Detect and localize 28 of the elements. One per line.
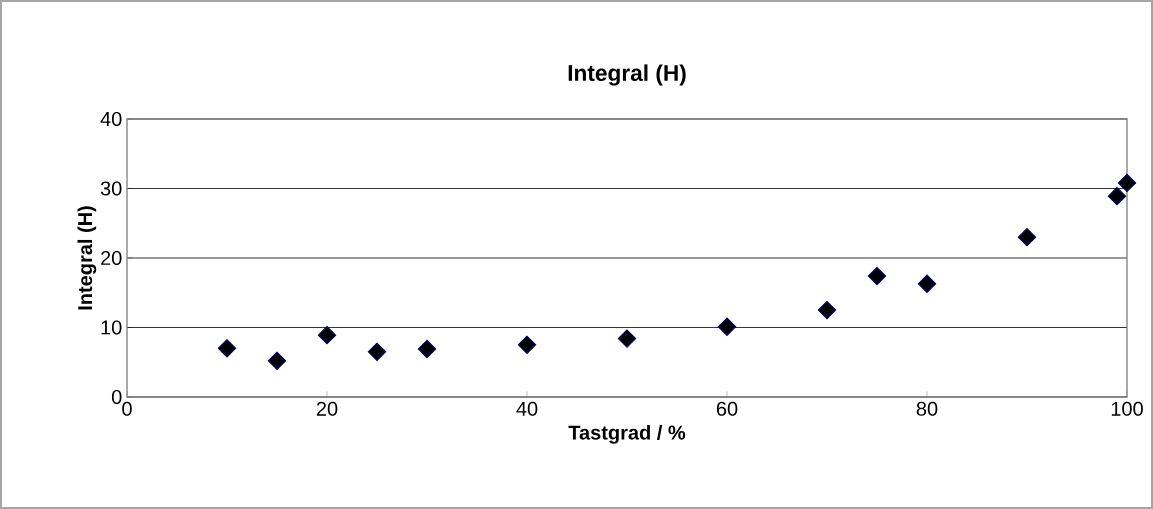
point bbox=[1107, 186, 1127, 206]
point bbox=[617, 329, 637, 348]
point bbox=[1117, 173, 1137, 193]
x-tick-label: 20 bbox=[316, 401, 338, 416]
x-tick-label: 0 bbox=[122, 401, 132, 416]
point bbox=[517, 335, 537, 355]
x-tick-label: 60 bbox=[716, 401, 738, 416]
y-tick-label: 0 bbox=[111, 389, 122, 405]
y-tick-label: 30 bbox=[100, 181, 122, 196]
chart-title: Integral (H) bbox=[568, 64, 686, 86]
point bbox=[417, 339, 437, 359]
x-axis-title: Tastgrad / % bbox=[568, 425, 686, 444]
y-axis-title: Integral (H) bbox=[77, 206, 97, 310]
point bbox=[717, 317, 737, 337]
point bbox=[917, 274, 937, 293]
point bbox=[217, 339, 237, 358]
point bbox=[367, 342, 387, 362]
point bbox=[1017, 227, 1037, 247]
y-tick-label: 10 bbox=[101, 320, 122, 335]
x-tick-label: 80 bbox=[916, 401, 938, 416]
point bbox=[867, 266, 887, 286]
point bbox=[817, 300, 837, 320]
x-tick-label: 40 bbox=[516, 401, 538, 416]
point bbox=[317, 325, 337, 345]
x-tick-label: 100 bbox=[1111, 401, 1143, 416]
y-tick-label: 20 bbox=[101, 250, 122, 266]
point bbox=[267, 351, 287, 371]
y-tick-label: 40 bbox=[100, 111, 122, 127]
